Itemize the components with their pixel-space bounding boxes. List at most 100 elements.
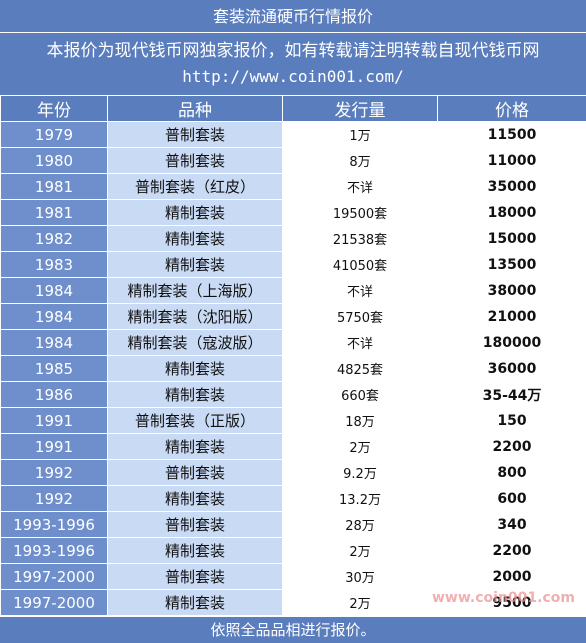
cell-variety: 精制套装 [107, 537, 283, 564]
table-row: 1984 精制套装（寇波版） 不详 180000 [0, 329, 586, 356]
cell-issue: 19500套 [282, 199, 438, 226]
table-row: 1992 普制套装 9.2万 800 [0, 459, 586, 486]
cell-issue: 不详 [282, 173, 438, 200]
table-row: 1993-1996 精制套装 2万 2200 [0, 537, 586, 564]
cell-price: 21000 [437, 303, 586, 330]
table-row: 1984 精制套装（上海版） 不详 38000 [0, 277, 586, 304]
cell-year: 1985 [0, 355, 108, 382]
cell-year: 1992 [0, 485, 108, 512]
cell-variety: 普制套装 [107, 147, 283, 174]
cell-issue: 4825套 [282, 355, 438, 382]
cell-price: 11000 [437, 147, 586, 174]
cell-variety: 精制套装 [107, 381, 283, 408]
cell-issue: 28万 [282, 511, 438, 538]
table-row: 1980 普制套装 8万 11000 [0, 147, 586, 174]
header-price: 价格 [437, 95, 586, 122]
cell-price: 800 [437, 459, 586, 486]
cell-issue: 660套 [282, 381, 438, 408]
cell-variety: 精制套装（上海版） [107, 277, 283, 304]
cell-price: 35-44万 [437, 381, 586, 408]
header-year: 年份 [0, 95, 108, 122]
cell-issue: 30万 [282, 563, 438, 590]
cell-issue: 21538套 [282, 225, 438, 252]
table-row: 1997-2000 精制套装 2万 9500 [0, 589, 586, 616]
cell-issue: 1万 [282, 121, 438, 148]
table-row: 1991 普制套装（正版） 18万 150 [0, 407, 586, 434]
cell-issue: 2万 [282, 589, 438, 616]
table-row: 1983 精制套装 41050套 13500 [0, 251, 586, 278]
cell-variety: 精制套装 [107, 589, 283, 616]
cell-price: 18000 [437, 199, 586, 226]
cell-issue: 13.2万 [282, 485, 438, 512]
table-row: 1986 精制套装 660套 35-44万 [0, 381, 586, 408]
cell-issue: 9.2万 [282, 459, 438, 486]
table-row: 1992 精制套装 13.2万 600 [0, 485, 586, 512]
cell-variety: 精制套装 [107, 485, 283, 512]
cell-price: 36000 [437, 355, 586, 382]
cell-year: 1983 [0, 251, 108, 278]
cell-issue: 18万 [282, 407, 438, 434]
header-row: 年份 品种 发行量 价格 [0, 95, 586, 122]
cell-price: 2200 [437, 433, 586, 460]
cell-issue: 5750套 [282, 303, 438, 330]
cell-issue: 8万 [282, 147, 438, 174]
cell-issue: 2万 [282, 537, 438, 564]
cell-price: 2200 [437, 537, 586, 564]
cell-year: 1984 [0, 303, 108, 330]
cell-year: 1991 [0, 433, 108, 460]
cell-variety: 普制套装 [107, 121, 283, 148]
sheet-title: 套装流通硬币行情报价 [0, 0, 586, 33]
table-row: 1991 精制套装 2万 2200 [0, 433, 586, 460]
cell-price: 38000 [437, 277, 586, 304]
table-row: 1979 普制套装 1万 11500 [0, 121, 586, 148]
cell-price: 11500 [437, 121, 586, 148]
cell-year: 1991 [0, 407, 108, 434]
cell-variety: 普制套装（红皮） [107, 173, 283, 200]
cell-year: 1984 [0, 329, 108, 356]
cell-price: 13500 [437, 251, 586, 278]
cell-variety: 精制套装 [107, 199, 283, 226]
cell-year: 1992 [0, 459, 108, 486]
source-url: http://www.coin001.com/ [182, 67, 404, 86]
cell-year: 1993-1996 [0, 511, 108, 538]
header-issue: 发行量 [282, 95, 438, 122]
cell-year: 1981 [0, 173, 108, 200]
cell-price: 600 [437, 485, 586, 512]
cell-price: 2000 [437, 563, 586, 590]
cell-issue: 不详 [282, 277, 438, 304]
cell-variety: 普制套装 [107, 563, 283, 590]
cell-price: 340 [437, 511, 586, 538]
cell-price: 35000 [437, 173, 586, 200]
cell-variety: 普制套装（正版） [107, 407, 283, 434]
table-row: 1981 普制套装（红皮） 不详 35000 [0, 173, 586, 200]
cell-issue: 41050套 [282, 251, 438, 278]
cell-year: 1979 [0, 121, 108, 148]
cell-year: 1981 [0, 199, 108, 226]
cell-issue: 不详 [282, 329, 438, 356]
cell-year: 1997-2000 [0, 563, 108, 590]
header-variety: 品种 [107, 95, 283, 122]
table-row: 1997-2000 普制套装 30万 2000 [0, 563, 586, 590]
price-table: 年份 品种 发行量 价格 1979 普制套装 1万 11500 1980 普制套装 8万 11… [0, 95, 586, 616]
copyright-notice: 本报价为现代钱币网独家报价，如有转载请注明转载自现代钱币网 http://www… [0, 33, 586, 95]
table-row: 1981 精制套装 19500套 18000 [0, 199, 586, 226]
cell-variety: 精制套装（寇波版） [107, 329, 283, 356]
cell-price: 9500 [437, 589, 586, 616]
table-row: 1982 精制套装 21538套 15000 [0, 225, 586, 252]
cell-year: 1984 [0, 277, 108, 304]
cell-price: 150 [437, 407, 586, 434]
cell-variety: 精制套装 [107, 251, 283, 278]
cell-year: 1982 [0, 225, 108, 252]
cell-variety: 精制套装（沈阳版） [107, 303, 283, 330]
cell-year: 1980 [0, 147, 108, 174]
cell-year: 1986 [0, 381, 108, 408]
cell-variety: 精制套装 [107, 225, 283, 252]
cell-price: 180000 [437, 329, 586, 356]
table-row: 1993-1996 普制套装 28万 340 [0, 511, 586, 538]
table-row: 1984 精制套装（沈阳版） 5750套 21000 [0, 303, 586, 330]
footer-note: 依照全品品相进行报价。 [0, 617, 586, 643]
cell-variety: 精制套装 [107, 433, 283, 460]
cell-variety: 精制套装 [107, 355, 283, 382]
notice-text: 本报价为现代钱币网独家报价，如有转载请注明转载自现代钱币网 [46, 41, 540, 61]
